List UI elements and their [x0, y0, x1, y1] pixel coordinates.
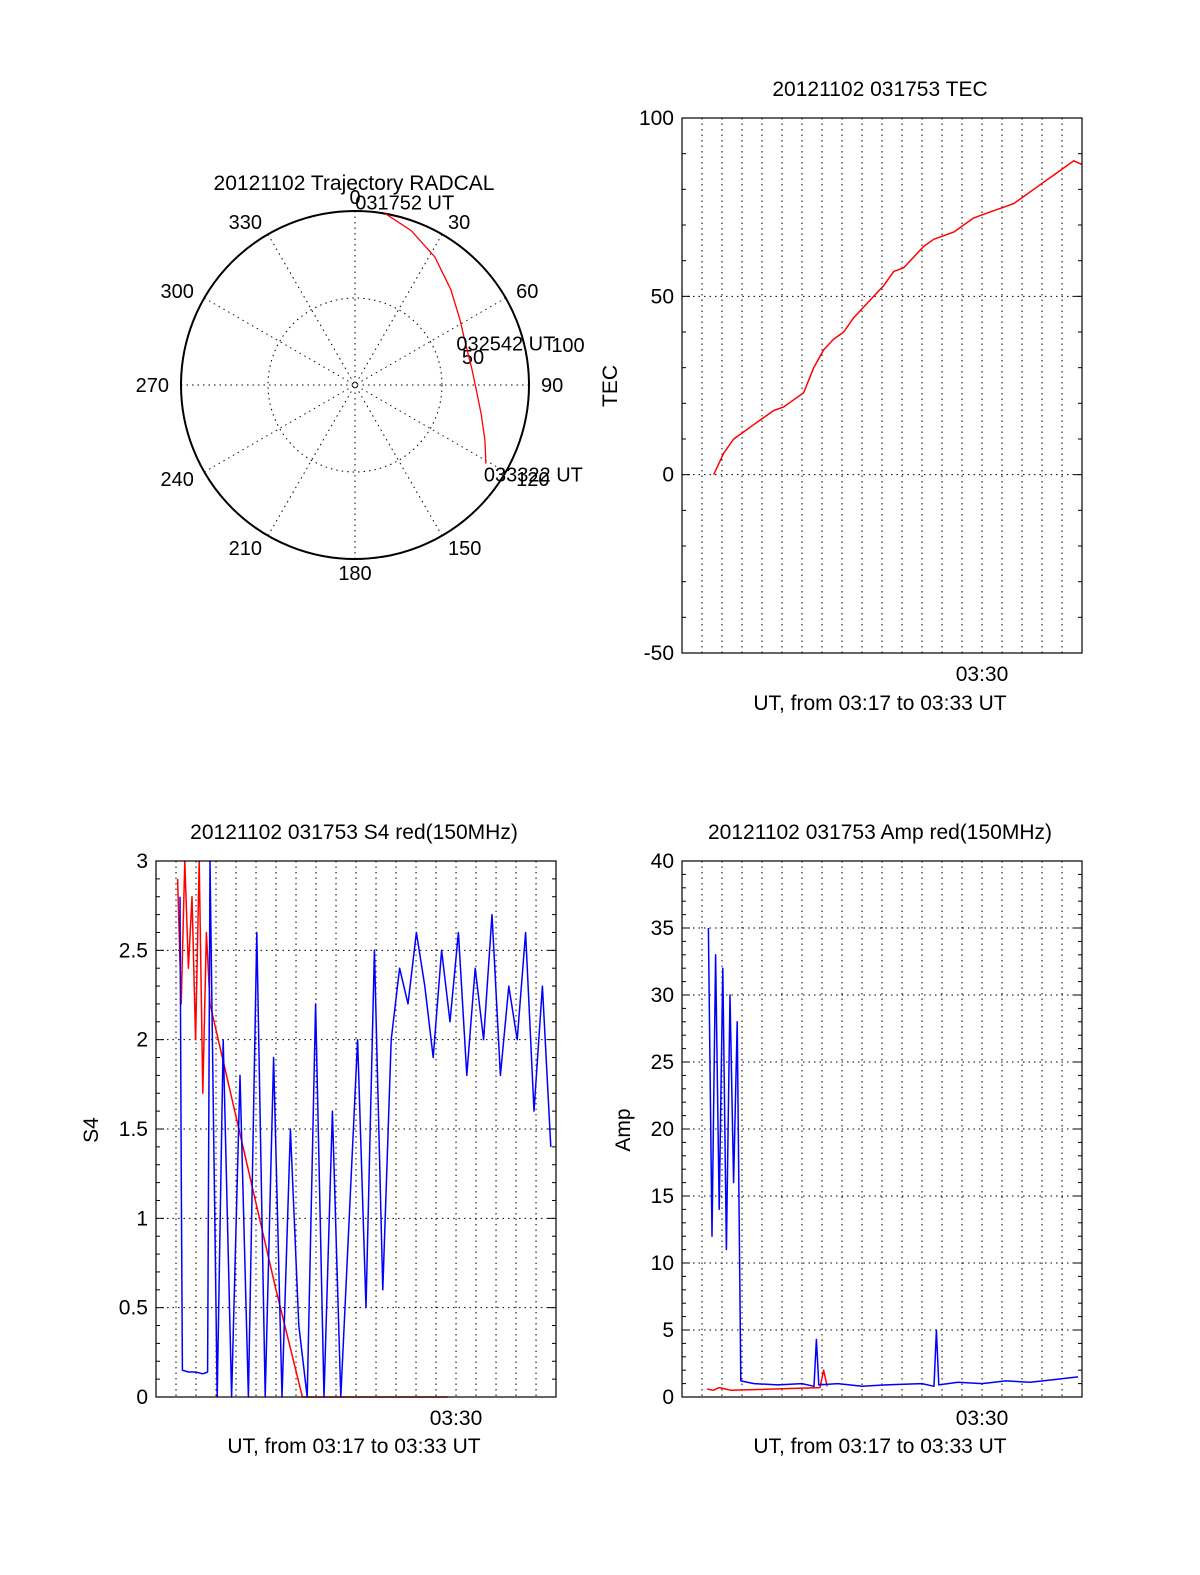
amp-title: 20121102 031753 Amp red(150MHz) [708, 821, 1052, 844]
polar-azimuth-label: 270 [136, 375, 169, 397]
s4-title: 20121102 031753 S4 red(150MHz) [190, 821, 518, 844]
polar-grid-spoke [267, 234, 443, 536]
polar-outer-ring [180, 210, 530, 560]
polar-azimuth-label: 90 [541, 375, 563, 397]
amp-xlabel: UT, from 03:17 to 03:33 UT [753, 1435, 1006, 1458]
polar-grid-ring [267, 297, 443, 473]
plot-frame [681, 117, 1083, 654]
y-tick-label: 40 [651, 850, 674, 873]
polar-azimuth-label: 180 [338, 563, 371, 585]
tec-ylabel: TEC [599, 365, 622, 407]
polar-azimuth-label: 240 [161, 469, 194, 491]
trajectory-time-label: 032542 UT [456, 333, 555, 355]
polar-series [384, 213, 487, 464]
tec-panel: 20121102 031753 TEC TEC UT, from 03:17 t… [599, 78, 1083, 715]
tec-xlabel: UT, from 03:17 to 03:33 UT [753, 692, 1006, 715]
polar-azimuth-labels: 0 30 60 90 120 150 180 210 240 270 300 330 [136, 187, 564, 585]
s4-ylabel: S4 [80, 1117, 103, 1143]
x-tick-label: 03:30 [430, 1407, 483, 1430]
y-tick-label: 0.5 [119, 1297, 148, 1320]
polar-azimuth-label: 330 [229, 212, 262, 234]
tec-title: 20121102 031753 TEC [772, 78, 987, 101]
polar-azimuth-label: 150 [448, 538, 481, 560]
polar-azimuth-label: 30 [448, 212, 470, 234]
plot-frame [155, 860, 557, 1398]
x-tick-label: 03:30 [956, 1407, 1009, 1430]
trajectory-line [384, 213, 487, 464]
polar-azimuth-label: 120 [516, 469, 549, 491]
y-tick-label: 15 [651, 1185, 674, 1208]
y-tick-label: 30 [651, 984, 674, 1007]
polar-radius-label-100: 100 [551, 335, 584, 357]
series-line [707, 927, 1079, 1388]
x-tick-label: 03:30 [956, 663, 1009, 686]
y-tick-label: 20 [651, 1118, 674, 1141]
trajectory-time-label: 033322 UT [484, 465, 583, 487]
s4-xlabel: UT, from 03:17 to 03:33 UT [227, 1435, 480, 1458]
y-tick-label: 1 [136, 1207, 148, 1230]
y-tick-label: 35 [651, 917, 674, 940]
y-tick-label: 0 [136, 1386, 148, 1409]
y-tick-label: 100 [639, 107, 674, 130]
polar-azimuth-label: 210 [229, 538, 262, 560]
y-tick-label: 10 [651, 1252, 674, 1275]
amp-ylabel: Amp [612, 1108, 635, 1151]
series-line [707, 1369, 828, 1392]
trajectory-title: 20121102 Trajectory RADCAL [214, 172, 495, 195]
plot-frame [681, 860, 1083, 1398]
polar-azimuth-label: 300 [161, 281, 194, 303]
polar-grid-spoke [267, 234, 443, 536]
y-tick-label: -50 [644, 642, 674, 665]
y-tick-label: 0 [662, 1386, 674, 1409]
polar-azimuth-label: 0 [349, 187, 360, 209]
y-tick-label: 25 [651, 1051, 674, 1074]
polar-grid [181, 211, 529, 559]
trajectory-time-label: 031752 UT [355, 193, 454, 215]
series-line [713, 160, 1083, 476]
y-tick-label: 5 [662, 1319, 674, 1342]
polar-azimuth-label: 60 [516, 281, 538, 303]
y-tick-label: 0 [662, 464, 674, 487]
y-tick-label: 2 [136, 1029, 148, 1052]
s4-panel: 20121102 031753 S4 red(150MHz) S4 UT, fr… [80, 821, 557, 1458]
polar-annotations: 031752 UT 032542 UT 033322 UT [355, 193, 583, 487]
y-tick-label: 1.5 [119, 1118, 148, 1141]
trajectory-panel: 20121102 Trajectory RADCAL 0 30 60 90 120 150… [136, 172, 585, 585]
amp-panel: 20121102 031753 Amp red(150MHz) Amp UT, … [612, 821, 1083, 1458]
y-tick-label: 3 [136, 850, 148, 873]
y-tick-label: 2.5 [119, 939, 148, 962]
y-tick-label: 50 [651, 285, 674, 308]
